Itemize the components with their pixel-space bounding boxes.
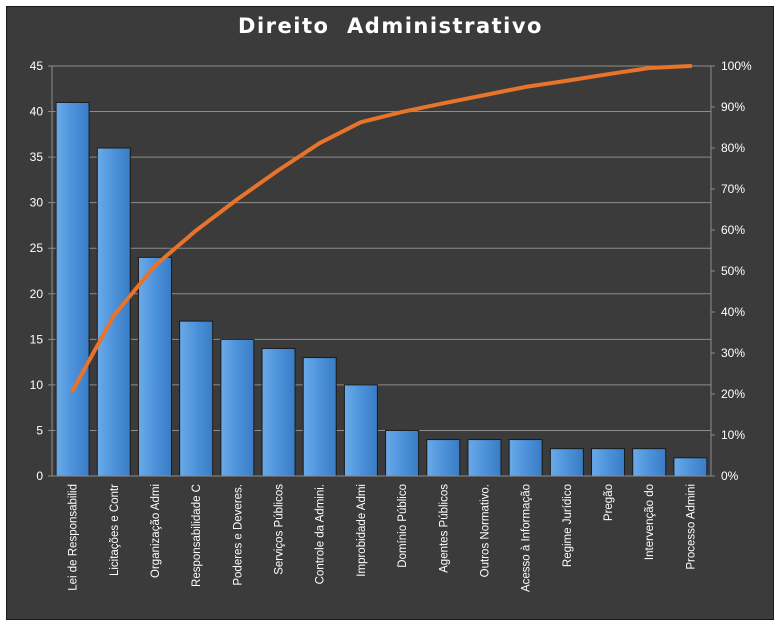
bar <box>385 429 420 477</box>
y-tick-label: 25 <box>30 241 44 255</box>
x-category-label: Improbidade Admi <box>356 484 368 577</box>
y2-tick-label: 30% <box>721 346 745 360</box>
x-category-label: Serviços Públicos <box>274 484 286 575</box>
x-category-label: Pregão <box>603 484 615 521</box>
x-category-label: Poderes e Deveres. <box>232 484 244 586</box>
bar <box>302 357 337 477</box>
x-category-label: Controle da Admini. <box>315 484 327 584</box>
y2-tick-label: 60% <box>721 223 745 237</box>
chart-title: Direito Administrativo <box>238 14 543 38</box>
y-tick-label: 40 <box>30 105 44 119</box>
axes <box>48 65 715 477</box>
bar-series <box>55 101 708 477</box>
x-category-label: Intervenção do <box>644 484 656 560</box>
y-tick-label: 35 <box>30 150 44 164</box>
y2-tick-label: 50% <box>721 264 745 278</box>
x-category-label: Licitações e Contr <box>109 484 121 576</box>
x-category-label: Organização Admi <box>150 484 162 578</box>
x-category-label: Agentes Públicos <box>438 484 450 573</box>
x-category-label: Lei de Responsabilid <box>68 484 80 591</box>
y2-tick-label: 10% <box>721 428 745 442</box>
y-tick-label: 10 <box>30 378 44 392</box>
y-tick-label: 30 <box>30 196 44 210</box>
x-category-label: Regime Jurídico <box>562 484 574 567</box>
y2-tick-label: 90% <box>721 100 745 114</box>
y-tick-label: 5 <box>36 423 43 437</box>
bar <box>55 101 90 477</box>
x-category-label: Acesso à Informação <box>521 484 533 592</box>
bar <box>591 448 626 477</box>
bar <box>220 338 255 477</box>
bar <box>261 347 296 477</box>
bar <box>508 439 543 477</box>
cumulative-line-series <box>70 64 693 393</box>
y2-tick-label: 100% <box>721 59 752 73</box>
x-category-label: Domínio Público <box>397 484 409 568</box>
bar <box>467 439 502 477</box>
y-tick-label: 0 <box>36 469 43 483</box>
y2-tick-label: 40% <box>721 305 745 319</box>
x-category-label: Outros Normativo. <box>479 484 491 577</box>
y2-tick-label: 20% <box>721 387 745 401</box>
y2-tick-label: 0% <box>721 469 739 483</box>
y-tick-label: 20 <box>30 287 44 301</box>
bar <box>137 256 172 477</box>
bar <box>673 457 708 477</box>
cumulative-line <box>70 64 693 393</box>
x-category-label: Responsabilidade C <box>191 484 203 587</box>
y-tick-label: 15 <box>30 332 44 346</box>
y-tick-label: 45 <box>30 59 44 73</box>
axis-labels: 0 5 10 15 20 25 30 35 40 45 0% 10% 20% 30% 40% 50% 60% 70… <box>30 59 752 592</box>
bar <box>96 147 131 477</box>
y2-tick-label: 70% <box>721 182 745 196</box>
bar <box>632 448 667 477</box>
bar <box>179 320 214 477</box>
y2-tick-label: 80% <box>721 141 745 155</box>
chart-frame <box>6 6 774 620</box>
x-category-label: Processo Admini <box>685 484 697 570</box>
bar <box>426 439 461 477</box>
bar <box>549 448 584 477</box>
bar <box>343 384 378 477</box>
